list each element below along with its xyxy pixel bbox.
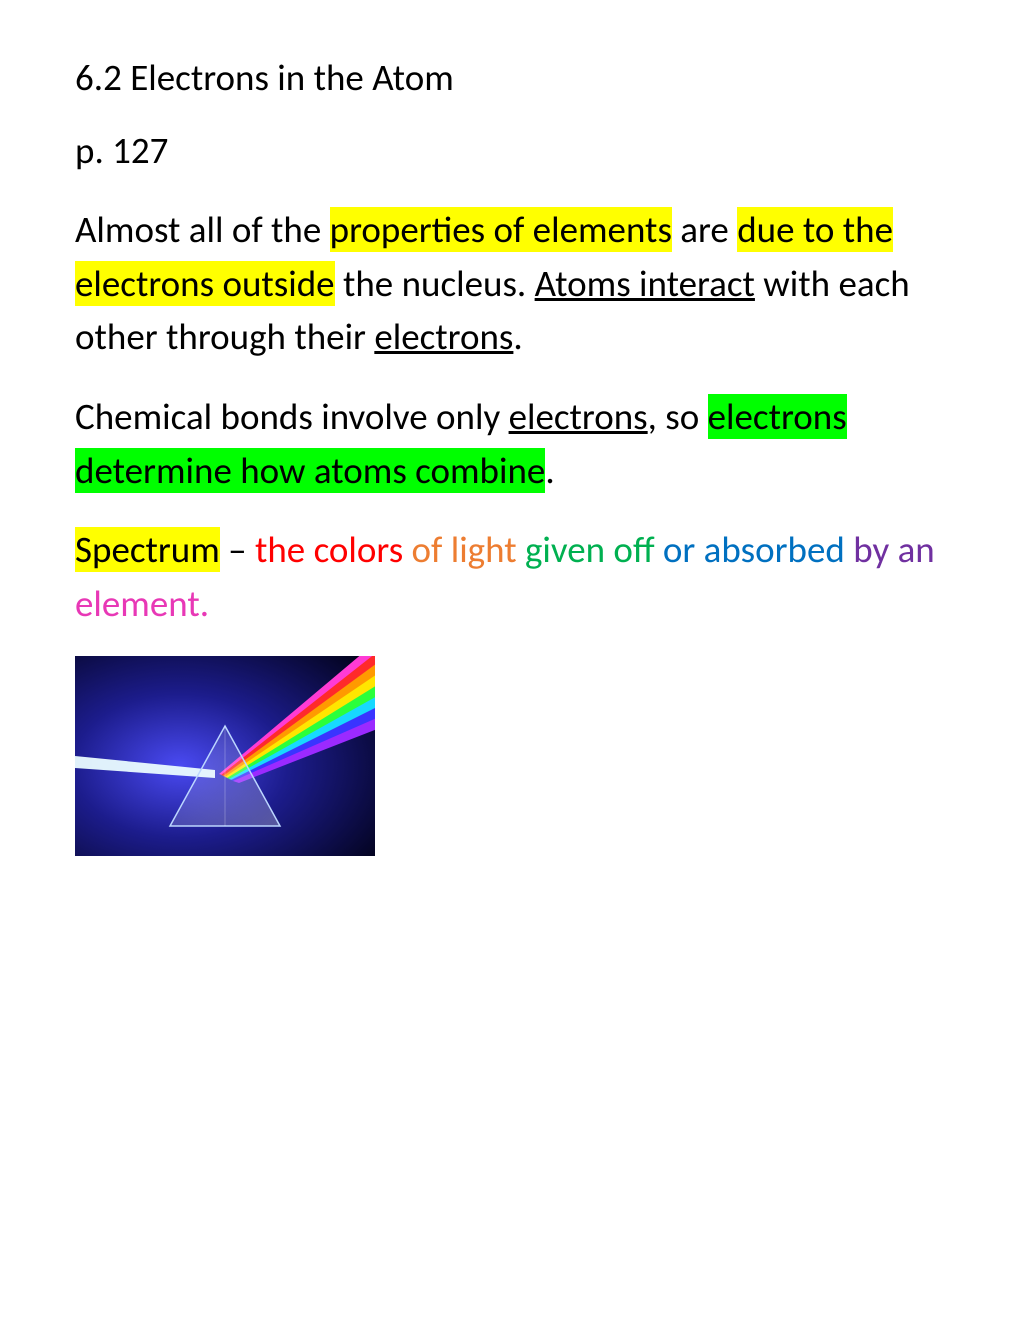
underline-text: Atoms interact xyxy=(535,261,755,306)
text: Chemical bonds involve only xyxy=(75,394,509,439)
paragraph-1: Almost all of the properties of elements… xyxy=(75,203,945,364)
page-reference: p. 127 xyxy=(75,128,945,173)
text: , so xyxy=(648,394,708,439)
underline-text: electrons xyxy=(509,394,648,439)
prism-svg xyxy=(75,656,375,856)
colored-text-green: given off xyxy=(517,527,655,572)
text: . xyxy=(513,314,522,359)
underline-text: electrons xyxy=(374,314,513,359)
text: the nucleus. xyxy=(335,261,535,306)
paragraph-2: Chemical bonds involve only electrons, s… xyxy=(75,390,945,497)
highlight-yellow: properties of elements xyxy=(330,207,672,252)
text: . xyxy=(545,448,554,493)
colored-text-red: the colors xyxy=(255,527,403,572)
colored-text-blue: or absorbed xyxy=(655,527,845,572)
highlight-yellow: Spectrum xyxy=(75,527,220,572)
section-title: 6.2 Electrons in the Atom xyxy=(75,55,945,100)
paragraph-3-spectrum: Spectrum – the colors of light given off… xyxy=(75,523,945,630)
text: – xyxy=(220,527,255,572)
colored-text-purple: by an xyxy=(845,527,935,572)
text: are xyxy=(672,207,737,252)
prism-figure xyxy=(75,656,375,856)
colored-text-magenta: element. xyxy=(75,581,209,626)
colored-text-orange: of light xyxy=(403,527,516,572)
text: Almost all of the xyxy=(75,207,330,252)
